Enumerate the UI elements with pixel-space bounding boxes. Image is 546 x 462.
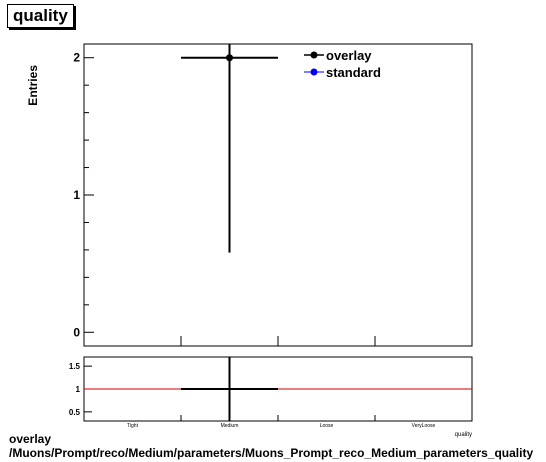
legend-standard-marker — [310, 68, 318, 76]
main-plot-frame — [83, 43, 473, 347]
legend-overlay-label: overlay — [326, 48, 372, 63]
legend-overlay-marker — [310, 51, 318, 59]
legend: overlay standard — [304, 48, 381, 80]
ratio-x-tick-label: Medium — [221, 423, 239, 429]
plot-title: quality — [7, 4, 74, 28]
ratio-y-tick-label: 0.5 — [69, 408, 81, 417]
x-axis-label: quality — [455, 432, 472, 438]
ratio-x-tick-label: VeryLoose — [412, 423, 436, 429]
ratio-y-ticks: 0.5 1 1.5 — [69, 362, 376, 421]
ratio-y-tick-label: 1.5 — [69, 362, 81, 371]
ratio-x-tick-labels: Tight Medium Loose VeryLoose — [127, 423, 435, 429]
main-y-ticks: 0 1 2 — [73, 51, 94, 339]
ratio-x-tick-label: Loose — [320, 423, 334, 429]
ratio-x-tick-label: Tight — [127, 423, 139, 429]
ratio-y-tick-label: 1 — [76, 385, 81, 394]
overlay-data-point — [226, 54, 233, 62]
main-y-tick-label: 2 — [73, 51, 80, 65]
main-data-marks — [181, 44, 278, 253]
caption-line-2: /Muons/Prompt/reco/Medium/parameters/Muo… — [9, 446, 534, 460]
y-axis-label: Entries — [26, 65, 40, 106]
legend-standard-label: standard — [326, 65, 381, 80]
caption-line-1: overlay — [9, 432, 52, 446]
main-y-tick-label: 0 — [73, 325, 80, 339]
main-x-ticks — [180, 336, 376, 346]
main-y-tick-label: 1 — [73, 188, 80, 202]
ratio-data-marks — [84, 357, 472, 421]
